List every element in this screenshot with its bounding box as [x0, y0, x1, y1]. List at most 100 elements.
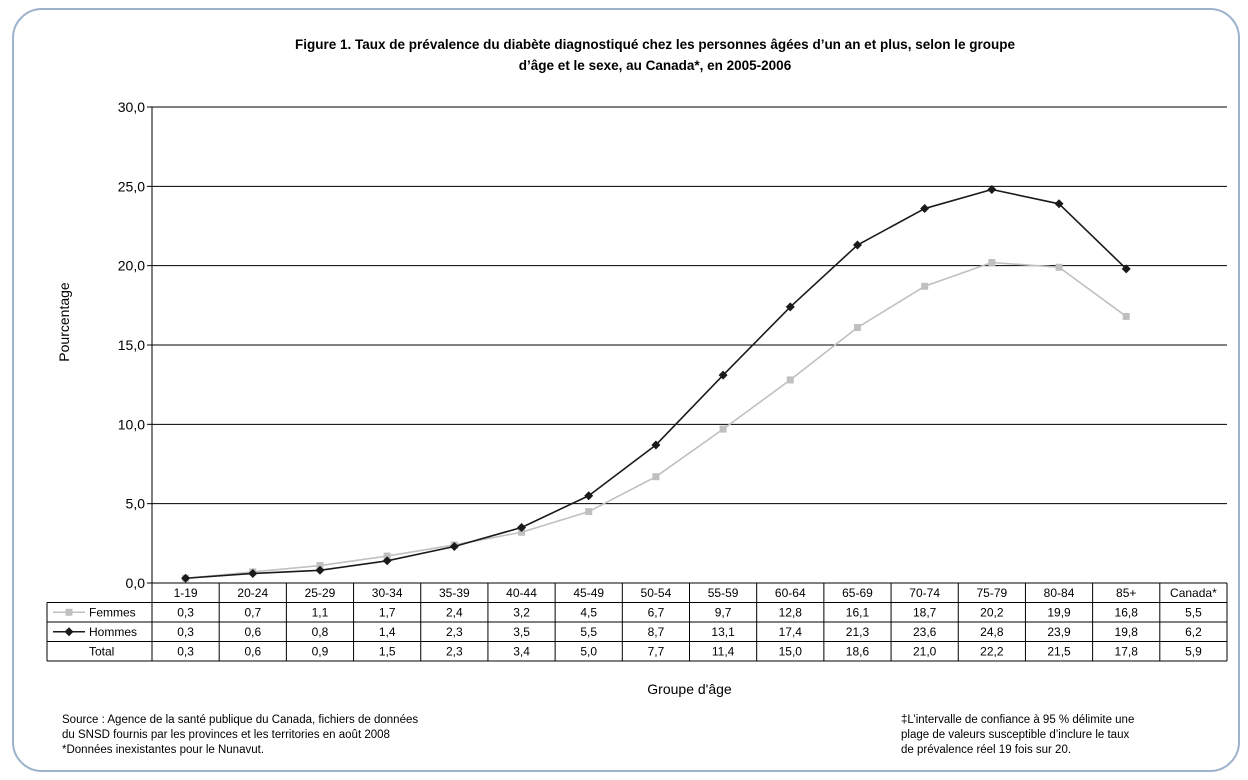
data-point-hommes — [449, 542, 459, 552]
data-label: 16,1 — [846, 606, 870, 620]
chart-title-line1: Figure 1. Taux de prévalence du diabète … — [295, 37, 1015, 52]
data-label: 22,2 — [980, 645, 1004, 659]
data-label: 6,2 — [1185, 625, 1202, 639]
data-point-hommes — [248, 568, 258, 578]
data-label: 19,8 — [1115, 625, 1139, 639]
data-point-femmes — [1055, 263, 1063, 271]
data-label: 13,1 — [711, 625, 735, 639]
y-tick-label: 30,0 — [118, 99, 145, 115]
data-point-femmes — [786, 376, 794, 384]
data-point-femmes — [719, 425, 727, 433]
data-label: 0,8 — [312, 625, 329, 639]
data-label: 9,7 — [715, 606, 732, 620]
data-point-femmes — [921, 282, 929, 290]
category-label: 1-19 — [174, 586, 198, 600]
data-label: 21,5 — [1047, 645, 1071, 659]
data-label: 2,3 — [446, 645, 463, 659]
data-point-hommes — [315, 565, 325, 575]
data-label: 2,3 — [446, 625, 463, 639]
data-point-hommes — [517, 522, 527, 532]
data-label: 21,3 — [846, 625, 870, 639]
data-label: 0,6 — [244, 625, 261, 639]
series-line-hommes — [185, 188, 1127, 580]
data-label: 17,8 — [1115, 645, 1139, 659]
source-line-2: du SNSD fournis par les provinces et les… — [62, 729, 390, 741]
data-point-hommes — [987, 185, 997, 195]
data-label: 1,4 — [379, 625, 396, 639]
data-label: 3,4 — [513, 645, 530, 659]
data-label: 6,7 — [648, 606, 665, 620]
data-point-hommes — [920, 204, 930, 214]
y-tick-label: 0,0 — [126, 575, 146, 591]
data-label: 0,9 — [312, 645, 329, 659]
category-label: Canada* — [1170, 586, 1217, 600]
source-line-1: Source : Agence de la santé publique du … — [62, 714, 419, 726]
data-point-hommes — [1121, 264, 1131, 274]
data-label: 0,3 — [177, 625, 194, 639]
data-label: 12,8 — [779, 606, 803, 620]
category-label: 30-34 — [372, 586, 403, 600]
data-label: 3,5 — [513, 625, 530, 639]
confidence-line-2: plage de valeurs susceptible d’inclure l… — [901, 729, 1130, 741]
data-point-hommes — [584, 491, 594, 501]
data-label: 11,4 — [712, 645, 735, 659]
legend-label-femmes: Femmes — [89, 606, 136, 620]
category-label: 55-59 — [708, 586, 739, 600]
figure-frame — [12, 8, 1240, 772]
data-label: 16,8 — [1115, 606, 1139, 620]
category-label: 70-74 — [909, 586, 940, 600]
data-label: 5,0 — [580, 645, 597, 659]
data-label: 23,6 — [913, 625, 937, 639]
data-point-hommes — [651, 440, 661, 450]
data-label: 3,2 — [513, 606, 530, 620]
legend-label-hommes: Hommes — [89, 625, 137, 639]
legend-marker-hommes — [64, 627, 74, 637]
data-label: 23,9 — [1047, 625, 1071, 639]
data-point-hommes — [718, 370, 728, 380]
data-point-femmes — [988, 258, 996, 266]
x-axis-label: Groupe d'âge — [647, 681, 732, 697]
data-label: 19,9 — [1047, 606, 1071, 620]
data-label: 0,3 — [177, 645, 194, 659]
data-label: 0,6 — [244, 645, 261, 659]
data-point-femmes — [853, 324, 861, 332]
data-label: 1,5 — [379, 645, 396, 659]
data-label: 24,8 — [980, 625, 1004, 639]
data-point-femmes — [518, 528, 526, 536]
category-label: 40-44 — [506, 586, 537, 600]
data-point-femmes — [585, 508, 593, 516]
data-label: 1,7 — [379, 606, 396, 620]
data-label: 4,5 — [580, 606, 597, 620]
data-label: 7,7 — [648, 645, 665, 659]
data-point-femmes — [316, 562, 324, 570]
data-label: 5,5 — [580, 625, 597, 639]
category-label: 80-84 — [1044, 586, 1075, 600]
source-note: Source : Agence de la santé publique du … — [62, 713, 418, 758]
confidence-note: ‡L’intervalle de confiance à 95 % délimi… — [901, 713, 1134, 758]
data-point-hommes — [1054, 199, 1064, 209]
confidence-line-1: ‡L’intervalle de confiance à 95 % délimi… — [901, 714, 1135, 726]
data-label: 1,1 — [312, 606, 329, 620]
data-point-hommes — [852, 240, 862, 250]
y-tick-label: 10,0 — [118, 416, 145, 432]
chart-title-line2: d’âge et le sexe, au Canada*, en 2005-20… — [518, 58, 792, 73]
data-label: 2,4 — [446, 606, 463, 620]
category-label: 50-54 — [641, 586, 672, 600]
data-label: 5,9 — [1185, 645, 1202, 659]
data-point-hommes — [785, 302, 795, 312]
category-label: 25-29 — [305, 586, 336, 600]
confidence-line-3: de prévalence réel 19 fois sur 20. — [901, 744, 1072, 756]
data-point-hommes — [382, 556, 392, 566]
category-label: 60-64 — [775, 586, 806, 600]
category-label: 65-69 — [842, 586, 873, 600]
data-label: 0,7 — [244, 606, 261, 620]
data-label: 15,0 — [779, 645, 803, 659]
category-label: 20-24 — [237, 586, 268, 600]
source-line-3: *Données inexistantes pour le Nunavut. — [62, 744, 265, 756]
data-point-femmes — [652, 473, 660, 481]
legend-marker-femmes — [65, 608, 73, 616]
data-label: 5,5 — [1185, 606, 1202, 620]
y-tick-label: 20,0 — [118, 258, 145, 274]
y-tick-label: 25,0 — [118, 178, 145, 194]
